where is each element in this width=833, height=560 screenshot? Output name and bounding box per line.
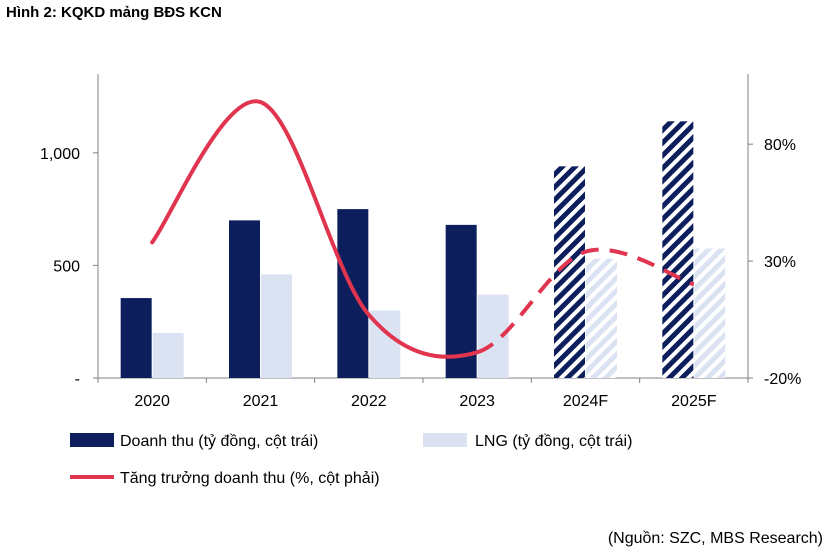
chart-legend: Doanh thu (tỷ đồng, cột trái) LNG (tỷ đồn…	[70, 433, 632, 487]
growth-line-actual	[150, 99, 480, 359]
growth-line-forecast	[476, 247, 695, 355]
left-tick-label: 500	[53, 258, 80, 275]
x-tick-label: 2022	[351, 393, 387, 410]
x-tick-label: 2020	[134, 393, 170, 410]
legend-swatch-revenue	[70, 433, 114, 447]
bar-revenue-2020	[120, 298, 152, 378]
bar-profit-2024F	[586, 258, 617, 378]
chart-axes: - 500 1,000 -20% 30% 80%	[40, 74, 801, 388]
figure-title: Hình 2: KQKD mảng BĐS KCN	[6, 4, 222, 21]
x-tick-label: 2023	[459, 393, 495, 410]
bar-profit-2021	[261, 274, 292, 378]
x-tick-label: 2025F	[671, 393, 717, 410]
legend-label-revenue: Doanh thu (tỷ đồng, cột trái)	[120, 433, 318, 450]
x-tick-label: 2021	[243, 393, 279, 410]
right-tick-label: 80%	[764, 137, 796, 154]
legend-swatch-profit	[423, 433, 467, 447]
source-note: (Nguồn: SZC, MBS Research)	[607, 530, 823, 547]
chart-bars	[120, 121, 726, 379]
bar-revenue-2025F	[662, 121, 694, 379]
bar-profit-2025F	[694, 248, 726, 378]
legend-label-profit: LNG (tỷ đồng, cột trái)	[475, 433, 632, 450]
bar-revenue-2021	[229, 220, 260, 378]
chart-x-labels: 2020 2021 2022 2023 2024F 2025F	[134, 393, 716, 410]
right-tick-label: 30%	[764, 254, 796, 271]
bar-revenue-2024F	[554, 166, 585, 378]
bar-profit-2020	[152, 332, 184, 378]
right-tick-label: -20%	[764, 371, 801, 388]
legend-label-growth: Tăng trưởng doanh thu (%, cột phải)	[120, 470, 380, 487]
x-tick-label: 2024F	[563, 393, 609, 410]
left-tick-label: 1,000	[40, 146, 80, 163]
left-tick-label: -	[75, 371, 80, 388]
chart-growth-line	[150, 99, 695, 359]
